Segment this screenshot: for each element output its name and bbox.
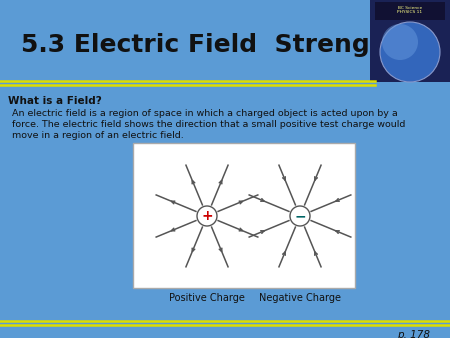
Text: 5.3 Electric Field  Strength: 5.3 Electric Field Strength	[21, 33, 399, 57]
Circle shape	[290, 206, 310, 226]
Text: move in a region of an electric field.: move in a region of an electric field.	[12, 131, 184, 140]
Text: force. The electric field shows the direction that a small positive test charge : force. The electric field shows the dire…	[12, 120, 405, 129]
Text: p. 178: p. 178	[397, 330, 430, 338]
Text: Negative Charge: Negative Charge	[259, 293, 341, 303]
Text: BC Science
PHYSICS 11: BC Science PHYSICS 11	[397, 5, 423, 15]
Bar	[375, 2, 445, 20]
Circle shape	[382, 24, 418, 60]
Bar	[370, 0, 450, 82]
Text: What is a Field?: What is a Field?	[8, 96, 102, 106]
Circle shape	[380, 22, 440, 82]
Text: −: −	[294, 209, 306, 223]
Text: An electric field is a region of space in which a charged object is acted upon b: An electric field is a region of space i…	[12, 109, 398, 118]
Circle shape	[197, 206, 217, 226]
Bar	[133, 143, 355, 288]
Text: Positive Charge: Positive Charge	[169, 293, 245, 303]
Text: +: +	[201, 209, 213, 223]
